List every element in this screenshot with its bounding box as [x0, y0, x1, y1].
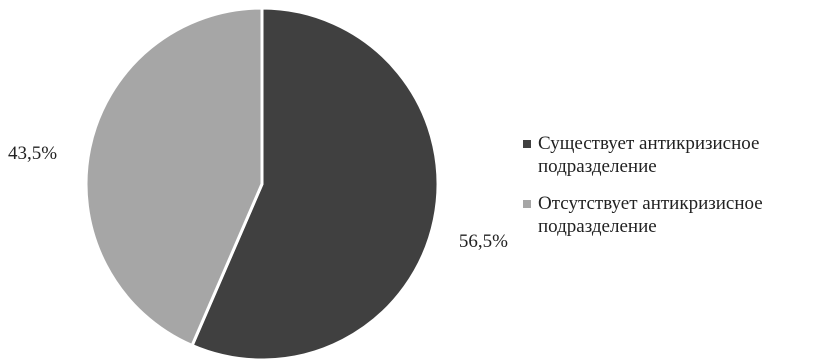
legend-item-absent: Отсутствует антикризисное подразделение: [523, 192, 823, 238]
legend: Существует антикризисное подразделение О…: [523, 132, 823, 252]
data-label-absent: 43,5%: [8, 143, 57, 164]
legend-swatch-absent: [523, 200, 531, 208]
legend-swatch-exists: [523, 140, 531, 148]
data-label-exists: 56,5%: [459, 231, 508, 252]
legend-label-exists: Существует антикризисное подразделение: [538, 133, 760, 177]
pie-data-labels: 56,5% 43,5%: [8, 143, 508, 252]
legend-item-exists: Существует антикризисное подразделение: [523, 132, 823, 178]
pie-slice-absent: [84, 6, 264, 348]
pie-slices: [84, 6, 440, 360]
legend-label-absent: Отсутствует антикризисное подразделение: [538, 193, 763, 237]
pie-slice-exists: [190, 6, 440, 360]
